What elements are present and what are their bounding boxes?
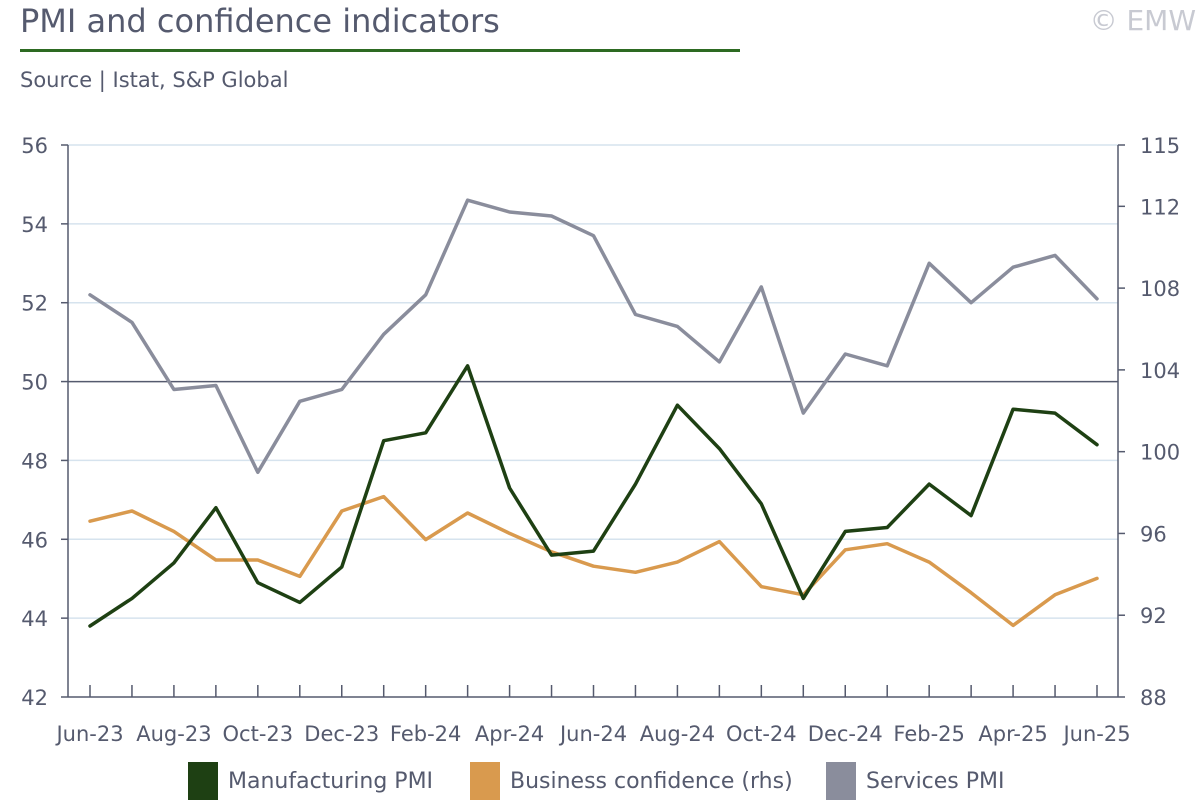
left-tick-label: 56: [21, 134, 48, 158]
legend-swatch-business-confidence: [470, 762, 500, 800]
legend-item-manufacturing: Manufacturing PMI: [188, 762, 433, 800]
right-tick-label: 104: [1140, 359, 1180, 383]
legend-item-services: Services PMI: [826, 762, 1005, 800]
x-tick-label: Aug-23: [136, 722, 211, 746]
right-tick-label: 96: [1140, 522, 1167, 546]
legend-swatch-services: [826, 762, 856, 800]
x-tick-label: Feb-25: [893, 722, 964, 746]
legend-item-business-confidence: Business confidence (rhs): [470, 762, 793, 800]
x-tick-label: Apr-25: [978, 722, 1047, 746]
left-tick-label: 44: [21, 607, 48, 631]
legend-label-manufacturing: Manufacturing PMI: [228, 769, 433, 794]
left-tick-label: 46: [21, 528, 48, 552]
x-tick-label: Jun-25: [1061, 722, 1130, 746]
x-tick-label: Jun-24: [558, 722, 627, 746]
axes: [61, 145, 1125, 697]
left-tick-label: 42: [21, 686, 48, 710]
gridlines: [68, 145, 1118, 618]
x-tick-label: Jun-23: [54, 722, 123, 746]
x-tick-label: Feb-24: [390, 722, 461, 746]
x-tick-label: Dec-23: [304, 722, 379, 746]
left-tick-label: 50: [21, 371, 48, 395]
legend-label-business-confidence: Business confidence (rhs): [510, 769, 793, 794]
right-tick-label: 115: [1140, 134, 1180, 158]
tick-labels: 42 44 46 48 50 52 54 56 88 92 96 100 104 108 112 115 Jun…: [21, 134, 1180, 746]
right-tick-label: 100: [1140, 441, 1180, 465]
series-lines: [90, 200, 1097, 626]
right-tick-label: 92: [1140, 604, 1167, 628]
right-tick-label: 108: [1140, 277, 1180, 301]
series-line-services-pmi: [90, 200, 1097, 472]
legend-label-services: Services PMI: [866, 769, 1005, 794]
legend-swatch-manufacturing: [188, 762, 218, 800]
right-tick-label: 112: [1140, 195, 1180, 219]
x-tick-label: Dec-24: [808, 722, 883, 746]
x-tick-label: Oct-23: [223, 722, 294, 746]
left-tick-label: 48: [21, 449, 48, 473]
series-line-business-confidence-rhs: [90, 497, 1097, 626]
x-tick-label: Apr-24: [475, 722, 544, 746]
x-tick-label: Oct-24: [726, 722, 797, 746]
left-tick-label: 54: [21, 213, 48, 237]
left-tick-label: 52: [21, 292, 48, 316]
series-line-manufacturing-pmi: [90, 366, 1097, 626]
x-tick-label: Aug-24: [640, 722, 715, 746]
right-tick-label: 88: [1140, 686, 1167, 710]
chart-legend: Manufacturing PMI Business confidence (r…: [0, 762, 1200, 802]
